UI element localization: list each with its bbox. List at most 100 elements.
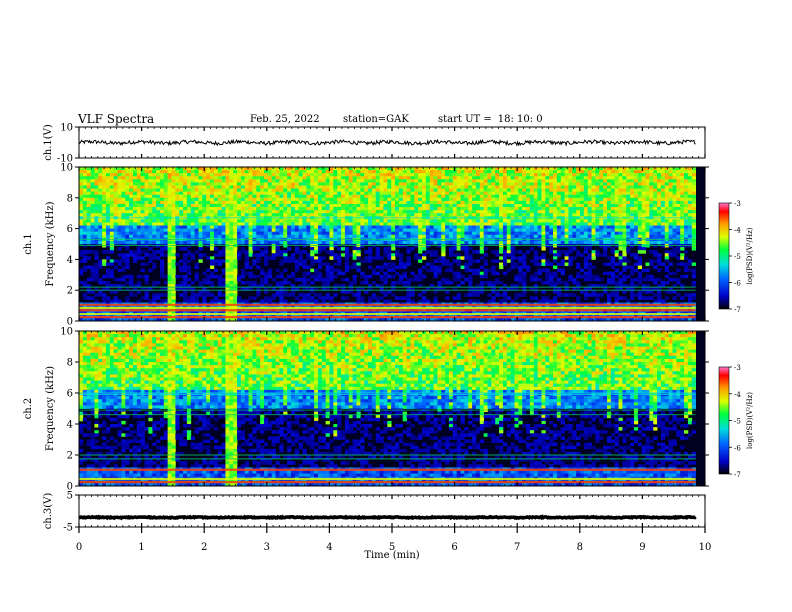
spectrogram-cell — [483, 268, 488, 273]
spectrogram-cell — [229, 203, 234, 208]
spectrogram-cell — [186, 253, 192, 257]
spectrogram-cell — [610, 188, 616, 193]
spectrogram-cell — [283, 203, 288, 208]
spectrogram-cell — [383, 200, 388, 205]
spectrogram-cell — [502, 262, 508, 266]
spectrogram-cell — [294, 185, 300, 189]
spectrogram-cell — [460, 219, 465, 223]
spectrogram-cell — [506, 240, 512, 245]
spectrogram-cell — [633, 191, 639, 196]
spectrogram-cell — [549, 210, 554, 214]
spectrogram-cell — [541, 207, 546, 211]
spectrogram-cell — [279, 259, 284, 263]
spectrogram-cell — [256, 210, 261, 214]
spectrogram-cell — [553, 188, 558, 193]
spectrogram-cell — [502, 191, 508, 196]
spectrogram-cell — [256, 167, 261, 171]
spectrogram-cell — [341, 185, 346, 189]
spectrogram-cell — [495, 191, 500, 196]
spectrogram-cell — [387, 191, 392, 196]
spectrogram-cell — [402, 194, 407, 199]
spectrogram-cell — [163, 219, 169, 223]
spectrogram-cell — [456, 247, 461, 251]
spectrogram-cell — [425, 219, 431, 223]
spectrogram-cell — [117, 179, 122, 183]
spectrogram-cell — [564, 250, 569, 254]
spectrogram-cell — [406, 200, 411, 205]
spectrogram-cell — [398, 219, 404, 223]
spectrogram-cell — [583, 228, 589, 233]
spectrogram-cell — [676, 247, 681, 251]
spectrogram-cell — [306, 188, 311, 193]
spectrogram-cell — [395, 213, 400, 217]
spectrogram-cell — [633, 176, 639, 180]
spectrogram-cell — [337, 167, 342, 171]
spectrogram-cell — [491, 268, 496, 273]
spectrogram-cell — [475, 268, 481, 273]
spectrogram-cell — [610, 213, 616, 217]
spectrogram-cell — [460, 234, 465, 239]
spectrogram-cell — [549, 182, 554, 186]
spectrogram-cell — [414, 185, 419, 189]
spectrogram-cell — [645, 231, 650, 236]
spectrogram-cell — [630, 268, 635, 273]
spectrogram-cell — [687, 228, 693, 233]
spectrogram-cell — [152, 262, 157, 266]
spectrogram-cell — [429, 268, 434, 273]
spectrogram-cell — [244, 197, 249, 202]
spectrogram-cell — [618, 173, 623, 177]
spectrogram-cell — [194, 228, 199, 233]
spectrogram-cell — [691, 213, 697, 217]
spectrogram-cell — [526, 213, 531, 217]
spectrogram-cell — [287, 210, 292, 214]
spectrogram-cell — [387, 200, 392, 205]
spectrogram-cell — [437, 176, 442, 180]
spectrogram-cell — [163, 213, 169, 217]
spectrogram-cell — [402, 222, 407, 226]
spectrogram-cell — [229, 210, 234, 214]
spectrogram-cell — [321, 256, 327, 260]
spectrogram-cell — [668, 191, 673, 196]
spectrogram-cell — [333, 210, 338, 214]
spectrogram-cell — [491, 200, 496, 205]
spectrogram-cell — [626, 194, 631, 199]
spectrogram-cell — [448, 228, 454, 233]
spectrogram-cell — [591, 228, 596, 233]
spectrogram-cell — [86, 219, 91, 223]
spectrogram-cell — [568, 179, 573, 183]
spectrogram-cell — [429, 207, 434, 211]
spectrogram-cell — [553, 256, 558, 260]
spectrogram-cell — [433, 259, 438, 263]
spectrogram-cell — [445, 188, 450, 193]
spectrogram-cell — [445, 210, 450, 214]
spectrogram-cell — [183, 173, 188, 177]
spectrogram-cell — [506, 191, 512, 196]
spectrogram-cell — [472, 185, 477, 189]
spectrogram-cell — [510, 228, 515, 233]
spectrogram-cell — [263, 207, 269, 211]
spectrogram-cell — [159, 240, 165, 245]
spectrogram-cell — [136, 200, 142, 205]
spectrogram-cell — [630, 228, 635, 233]
spectrogram-cell — [483, 259, 488, 263]
spectrogram-cell — [468, 259, 473, 263]
spectrogram-cell — [499, 265, 504, 270]
spectrogram-cell — [487, 167, 492, 171]
spectrogram-cell — [279, 210, 284, 214]
spectrogram-cell — [341, 253, 346, 257]
spectrogram-cell — [237, 173, 242, 177]
spectrogram-cell — [175, 188, 180, 193]
spectrogram-cell — [94, 170, 99, 174]
spectrogram-cell — [302, 188, 307, 193]
spectrogram-cell — [553, 213, 558, 217]
spectrogram-cell — [298, 262, 303, 266]
spectrogram-cell — [217, 259, 222, 263]
spectrogram-cell — [183, 191, 188, 196]
spectrogram-cell — [290, 225, 296, 229]
spectrogram-cell — [684, 170, 689, 174]
spectrogram-cell — [267, 234, 273, 239]
spectrogram-cell — [606, 203, 612, 208]
spectrogram-cell — [618, 213, 623, 217]
spectrogram-cell — [364, 231, 369, 236]
spectrogram-cell — [572, 176, 577, 180]
